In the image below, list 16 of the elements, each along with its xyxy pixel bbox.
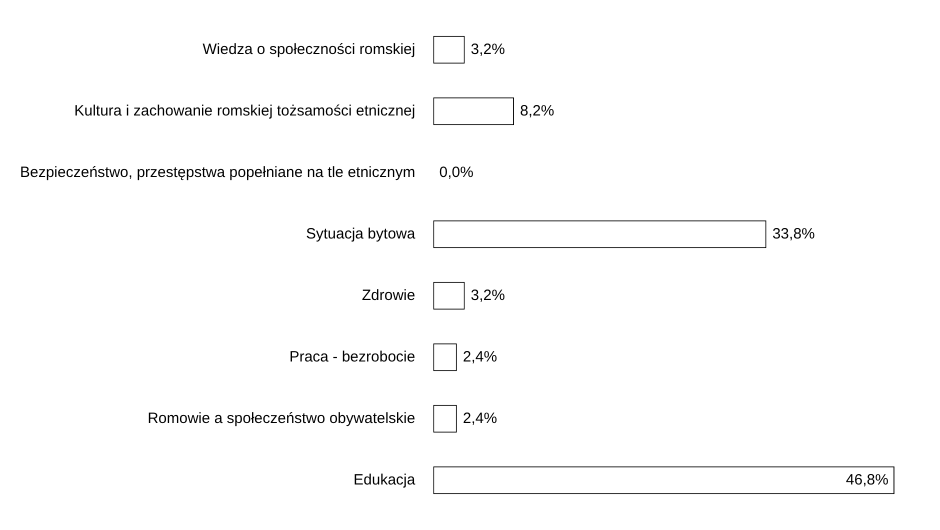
y-tick-label: Edukacja	[354, 471, 416, 488]
y-tick-label: Romowie a społeczeństwo obywatelskie	[148, 410, 416, 427]
data-label: 0,0%	[439, 164, 474, 181]
y-tick-label: Kultura i zachowanie romskiej tożsamości etnicznej	[74, 102, 416, 120]
data-label: 3,2%	[470, 286, 505, 304]
data-label: 8,2%	[520, 102, 554, 120]
data-label: 3,2%	[470, 40, 505, 58]
y-tick-label: Sytuacja bytowa	[306, 225, 416, 242]
data-label: 46,8%	[846, 471, 888, 488]
y-tick-label: Bezpieczeństwo, przestępstwa popełniane na tle etnicznym	[20, 164, 416, 181]
data-label: 2,4%	[462, 348, 498, 366]
y-tick-label: Zdrowie	[362, 286, 416, 304]
y-tick-label: Praca - bezrobocie	[289, 348, 416, 366]
y-tick-label: Wiedza o społeczności romskiej	[202, 40, 416, 58]
data-label: 33,8%	[772, 225, 815, 242]
data-label: 2,4%	[462, 410, 498, 427]
